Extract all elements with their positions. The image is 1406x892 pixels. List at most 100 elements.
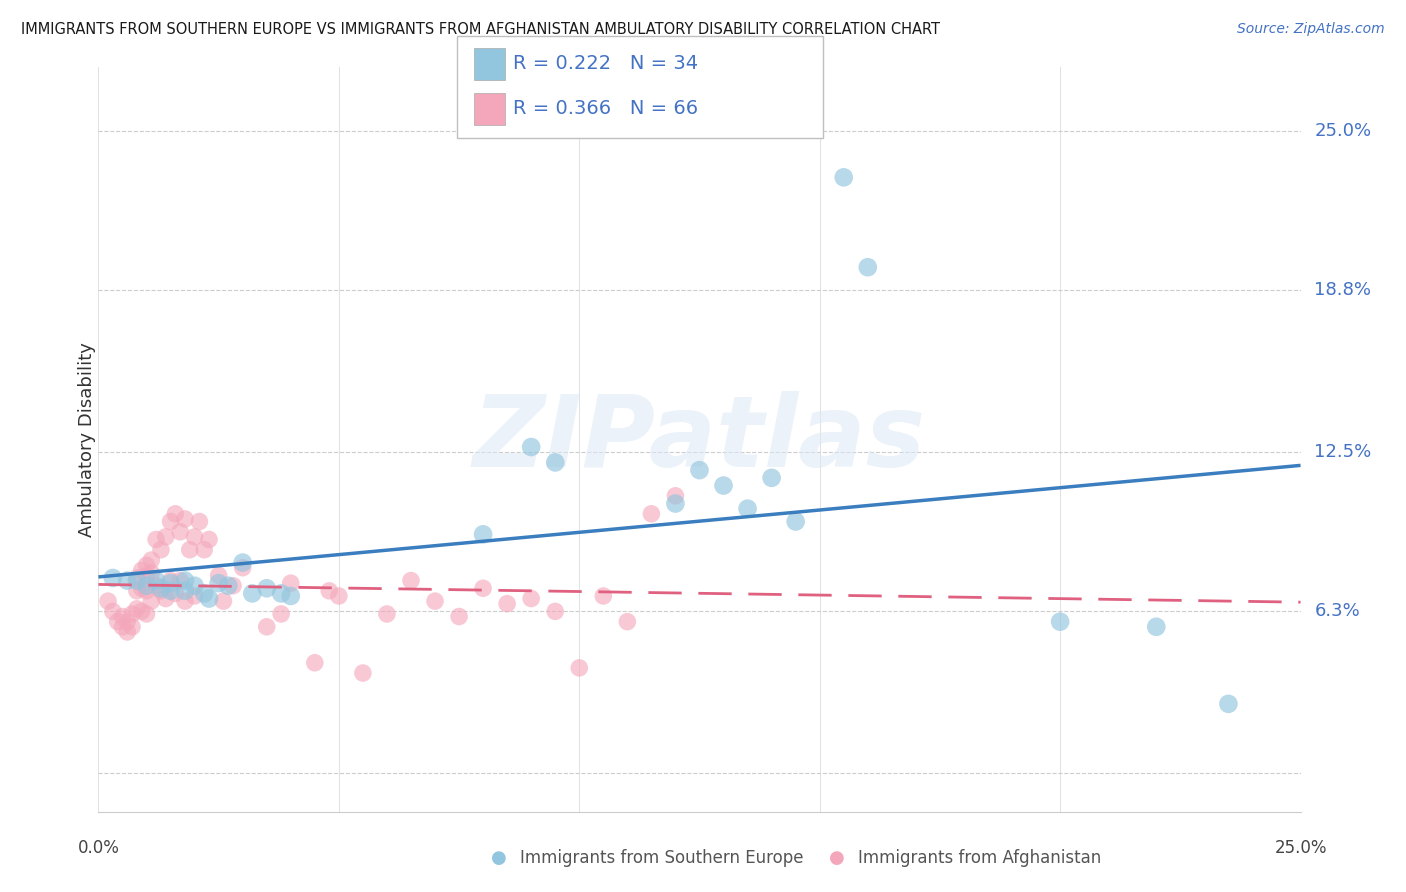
Point [1144,620,1167,634]
Point [117,615,139,629]
Point [125,583,148,598]
Point [145,579,167,593]
Point [785,515,807,529]
Text: IMMIGRANTS FROM SOUTHERN EUROPE VS IMMIGRANTS FROM AFGHANISTAN AMBULATORY DISABI: IMMIGRANTS FROM SOUTHERN EUROPE VS IMMIG… [21,22,941,37]
Point [328,589,350,603]
Text: Immigrants from Afghanistan: Immigrants from Afghanistan [858,849,1101,867]
Point [183,589,205,603]
Point [97,594,120,608]
Point [159,583,181,598]
Point [520,591,543,606]
Point [270,607,292,621]
Point [125,602,148,616]
Point [141,553,163,567]
Point [713,478,735,492]
Point [135,568,157,582]
Point [117,624,139,639]
Point [856,260,879,275]
Point [131,582,153,596]
Point [165,586,187,600]
Point [256,620,278,634]
Point [125,574,148,588]
Point [544,604,567,618]
Point [117,574,139,588]
Point [217,579,239,593]
Point [222,579,245,593]
Point [149,582,172,596]
Point [111,620,134,634]
Text: 18.8%: 18.8% [1315,281,1371,300]
Text: ZIPatlas: ZIPatlas [472,391,927,488]
Point [375,607,398,621]
Point [472,527,495,541]
Point [174,512,197,526]
Point [141,566,163,580]
Point [131,604,153,618]
Point [121,607,143,621]
Point [159,574,181,588]
Point [208,576,231,591]
Point [159,515,181,529]
Point [179,542,201,557]
Point [761,471,783,485]
Point [640,507,662,521]
Point [352,666,374,681]
Point [232,556,254,570]
Point [1218,697,1240,711]
Point [232,560,254,574]
Point [688,463,710,477]
Point [664,496,686,510]
Text: R = 0.366   N = 66: R = 0.366 N = 66 [513,99,699,119]
Point [188,515,211,529]
Text: 6.3%: 6.3% [1315,602,1360,621]
Point [1049,615,1071,629]
Point [270,586,292,600]
Point [135,607,157,621]
Point [169,574,191,588]
Point [544,455,567,469]
Point [135,558,157,573]
Point [131,563,153,577]
Point [256,582,278,596]
Point [399,574,422,588]
Point [280,589,302,603]
Point [169,524,191,539]
Point [193,542,215,557]
Point [447,609,470,624]
Point [208,568,231,582]
Point [212,594,235,608]
Text: ●: ● [828,849,845,867]
Point [155,591,177,606]
Text: 0.0%: 0.0% [77,839,120,857]
Point [101,571,124,585]
Point [193,586,215,600]
Point [145,533,167,547]
Point [472,582,495,596]
Point [240,586,263,600]
Point [159,576,181,591]
Point [304,656,326,670]
Point [111,609,134,624]
Point [107,615,129,629]
Point [198,591,221,606]
Text: Immigrants from Southern Europe: Immigrants from Southern Europe [520,849,804,867]
Text: R = 0.222   N = 34: R = 0.222 N = 34 [513,54,699,73]
Point [174,594,197,608]
Point [149,542,172,557]
Text: 25.0%: 25.0% [1315,122,1372,140]
Point [183,530,205,544]
Point [280,576,302,591]
Point [135,579,157,593]
Point [155,530,177,544]
Y-axis label: Ambulatory Disability: Ambulatory Disability [79,342,96,537]
Point [121,620,143,634]
Point [664,489,686,503]
Point [496,597,519,611]
Text: ●: ● [491,849,508,867]
Point [520,440,543,454]
Point [832,170,855,185]
Point [149,583,172,598]
Point [183,579,205,593]
Point [568,661,591,675]
Point [165,507,187,521]
